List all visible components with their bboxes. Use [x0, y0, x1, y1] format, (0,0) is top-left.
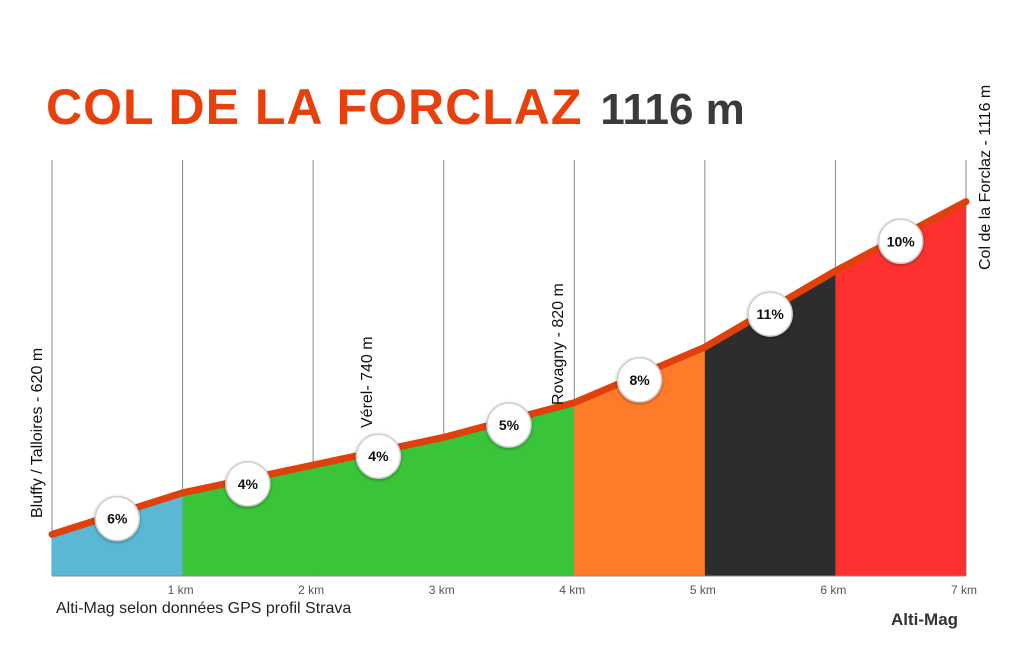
gradient-badge-circle — [355, 433, 402, 479]
x-tick-label-6: 6 km — [820, 583, 846, 597]
x-tick-label-2: 2 km — [298, 583, 324, 597]
gradient-badge-circle — [486, 402, 532, 448]
gradient-badge-label: 5% — [499, 417, 520, 433]
x-axis: 1 km 2 km 3 km 4 km 5 km 6 km 7 km — [52, 575, 977, 597]
x-tick-label-7: 7 km — [951, 583, 977, 597]
gradient-badge-circle — [747, 291, 793, 337]
gradient-badge-3: 4% — [355, 433, 402, 479]
waypoint-label-3: Rovagny - 820 m — [550, 283, 567, 405]
gradient-badge-2: 4% — [225, 461, 271, 507]
gradient-badges: 6% 4% 4% 5% 8% 11% 10% — [94, 218, 924, 542]
waypoint-labels: Bluffy / Talloires - 620 m Vérel- 740 m Ro… — [29, 85, 994, 518]
gradient-badge-7: 10% — [877, 218, 924, 265]
climb-altitude: 1116 m — [600, 85, 745, 134]
segment-area-2 — [182, 465, 314, 576]
x-tick-label-1: 1 km — [168, 583, 194, 597]
gradient-segments — [52, 201, 966, 576]
gradient-badge-circle — [616, 357, 663, 403]
gradient-badge-1: 6% — [94, 495, 141, 542]
waypoint-label-4: Col de la Forclaz - 1116 m — [977, 85, 994, 270]
data-source-note: Alti-Mag selon données GPS profil Strava — [56, 600, 352, 617]
brand-logo: Alti-Mag — [891, 610, 959, 629]
x-tick-label-4: 4 km — [559, 583, 585, 597]
gradient-badge-6: 11% — [747, 291, 793, 337]
segment-area-5 — [574, 347, 705, 576]
climb-name: COL DE LA FORCLAZ — [46, 79, 583, 135]
gradient-badge-circle — [94, 495, 141, 542]
waypoint-label-2: Vérel- 740 m — [359, 336, 376, 428]
x-tick-label-3: 3 km — [429, 583, 455, 597]
gradient-badge-circle — [225, 461, 271, 507]
waypoint-label-1: Bluffy / Talloires - 620 m — [29, 348, 46, 518]
gradient-badge-label: 10% — [887, 233, 916, 249]
gradient-badge-label: 6% — [107, 511, 128, 527]
x-tick-label-5: 5 km — [690, 583, 716, 597]
segment-area-4 — [443, 402, 575, 576]
segment-area-6 — [704, 270, 836, 576]
gradient-badge-5: 8% — [616, 357, 663, 403]
gradient-badge-4: 5% — [486, 402, 532, 448]
gradient-badge-circle — [877, 218, 924, 265]
segment-area-7 — [835, 201, 966, 576]
gradient-badge-label: 11% — [757, 306, 785, 322]
gradient-badge-label: 4% — [368, 448, 389, 464]
gradient-badge-label: 8% — [629, 372, 650, 388]
segment-area-3 — [313, 437, 444, 576]
chart-title: COL DE LA FORCLAZ 1116 m — [46, 78, 745, 148]
gradient-badge-label: 4% — [238, 476, 259, 492]
